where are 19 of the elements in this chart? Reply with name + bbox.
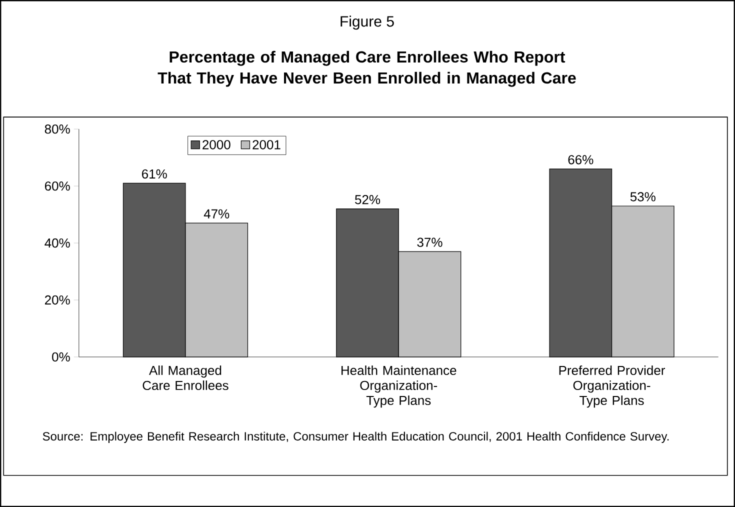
y-tick-label: 20% [44,295,70,305]
y-tick-label: 80% [44,124,70,134]
y-tick-label: 60% [44,181,70,191]
data-label: 47% [204,209,230,218]
chart-title: Percentage of Managed Care Enrollees Who Report That They Have Never Been Enrolled in Managed Care [158,50,576,87]
y-tick-label: 0% [52,352,70,362]
x-tick-label: Health Maintenance Organization-Type Plans [342,365,456,408]
data-label: 52% [355,194,380,204]
data-label: 61% [142,169,167,178]
chart-subtitle: Figure 5 [340,16,394,30]
data-label: 66% [568,155,594,164]
data-label: 37% [417,238,442,247]
data-label: 53% [630,192,656,202]
legend-label: 2000 [202,140,230,150]
legend-label: 2001 [252,140,280,150]
x-tick-label: All Managed Care Enrollees [142,365,228,390]
y-tick-label: 40% [44,238,70,248]
source-note: Source: Employee Benefit Research Institute, Consumer Health Education Council, 2001 Health Confidence Survey. [42,432,669,443]
x-tick-label: Preferred Provider Organization-Type Plans [559,365,666,408]
